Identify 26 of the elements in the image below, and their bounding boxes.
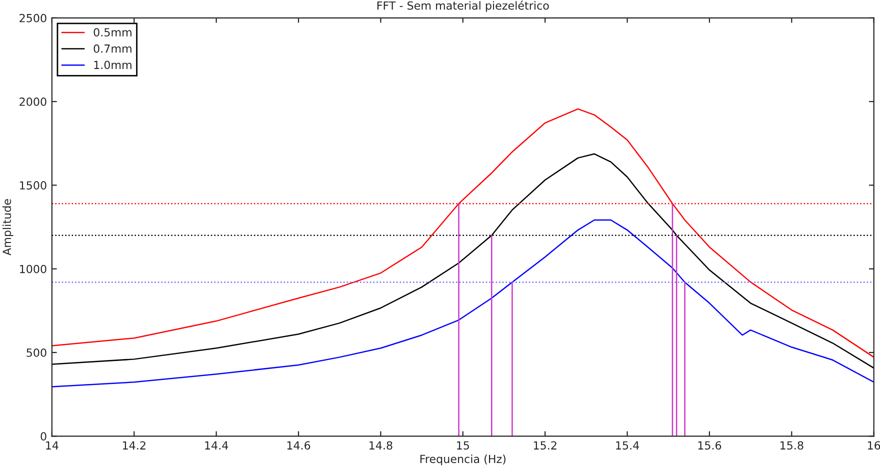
line-series bbox=[52, 219, 874, 388]
x-tick-label: 14 bbox=[46, 441, 58, 450]
y-tick-label: 1500 bbox=[20, 181, 46, 190]
y-tick-label: 500 bbox=[26, 348, 46, 357]
line-series bbox=[52, 153, 874, 369]
x-axis-title: Frequencia (Hz) bbox=[420, 454, 506, 466]
y-tick-label: 2500 bbox=[20, 14, 46, 22]
line-series bbox=[52, 108, 874, 358]
x-tick-label: 16 bbox=[868, 441, 880, 450]
x-tick-label: 15.2 bbox=[534, 441, 556, 450]
y-tick-label: 2000 bbox=[20, 98, 46, 106]
x-tick-label: 14.8 bbox=[370, 441, 392, 450]
y-axis-title: Amplitude bbox=[2, 199, 14, 256]
legend-label: 0.7mm bbox=[94, 44, 132, 53]
x-tick-label: 15 bbox=[457, 441, 469, 450]
x-tick-label: 15.4 bbox=[616, 441, 640, 450]
x-tick-label: 14.6 bbox=[287, 441, 310, 450]
x-tick-label: 15.6 bbox=[698, 441, 722, 450]
chart-title: FFT - Sem material piezelétrico bbox=[377, 0, 549, 12]
legend-label: 0.5mm bbox=[94, 28, 132, 36]
y-tick-label: 1000 bbox=[20, 264, 46, 274]
x-tick-label: 15.8 bbox=[780, 441, 804, 450]
x-tick-label: 14.4 bbox=[205, 441, 228, 450]
x-tick-label: 14.2 bbox=[122, 441, 146, 450]
y-tick-label: 0 bbox=[40, 432, 46, 441]
legend-label: 1.0mm bbox=[94, 60, 132, 70]
